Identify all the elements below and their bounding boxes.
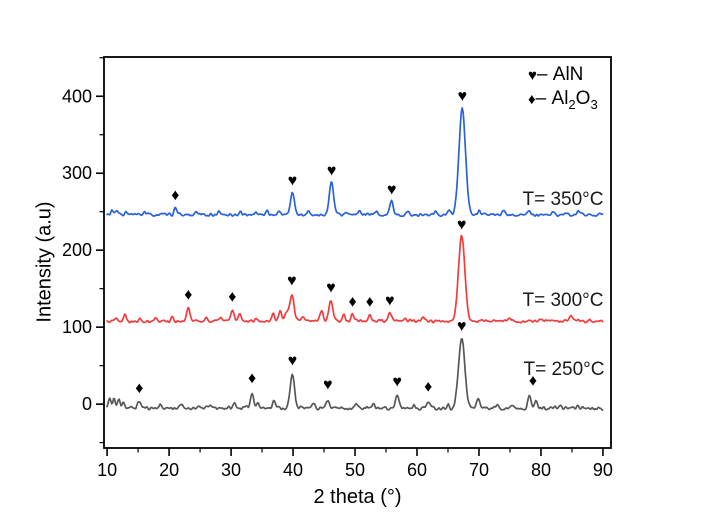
al2o3-diamond-marker: ♦	[424, 379, 432, 396]
y-tick-label: 300	[62, 163, 92, 183]
legend: ♥– AlN ♦– Al2O3	[528, 63, 598, 116]
aln-heart-marker: ♥	[457, 318, 467, 335]
aln-heart-marker: ♥	[457, 216, 467, 233]
aln-heart-marker: ♥	[287, 272, 297, 289]
x-tick-label: 60	[407, 460, 427, 480]
trace-350	[106, 107, 604, 218]
x-tick-label: 80	[531, 460, 551, 480]
series-label-250: T= 250°C	[523, 359, 605, 380]
legend-item-aln: ♥– AlN	[528, 63, 598, 87]
al2o3-diamond-marker: ♦	[248, 370, 256, 387]
al2o3-diamond-marker: ♦	[228, 289, 236, 306]
y-tick-label: 0	[82, 394, 92, 414]
heart-icon: ♥	[528, 67, 537, 84]
al2o3-diamond-marker: ♦	[529, 373, 537, 390]
diamond-icon: ♦	[528, 91, 536, 108]
trace-300	[106, 234, 604, 324]
y-axis-title: Intensity (a.u)	[33, 201, 56, 323]
y-tick-label: 400	[62, 86, 92, 106]
aln-heart-marker: ♥	[387, 182, 397, 199]
al2o3-diamond-marker: ♦	[184, 286, 192, 303]
aln-heart-marker: ♥	[327, 162, 337, 179]
aln-heart-marker: ♥	[385, 292, 395, 309]
al2o3-diamond-marker: ♦	[366, 293, 374, 310]
al2o3-diamond-marker: ♦	[348, 293, 356, 310]
x-tick-label: 10	[97, 460, 117, 480]
x-tick-label: 30	[221, 460, 241, 480]
legend-label-aln: AlN	[552, 64, 584, 85]
x-axis-title: 2 theta (°)	[313, 486, 402, 508]
legend-dash: –	[535, 88, 547, 109]
aln-heart-marker: ♥	[288, 353, 298, 370]
aln-heart-marker: ♥	[288, 172, 298, 189]
series-label-350: T= 350°C	[522, 189, 604, 210]
plot-border	[103, 56, 612, 449]
aln-heart-marker: ♥	[392, 373, 402, 390]
x-tick-label: 90	[593, 460, 613, 480]
aln-heart-marker: ♥	[323, 376, 333, 393]
y-tick-label: 200	[62, 240, 92, 260]
aln-heart-marker: ♥	[326, 279, 336, 296]
series-label-300: T= 300°C	[522, 290, 604, 311]
aln-heart-marker: ♥	[457, 88, 467, 105]
legend-item-al2o3: ♦– Al2O3	[528, 88, 598, 112]
al2o3-diamond-marker: ♦	[171, 187, 179, 204]
legend-dash: –	[536, 64, 548, 85]
y-tick-label: 100	[62, 317, 92, 337]
trace-250	[106, 338, 604, 412]
x-tick-label: 50	[345, 460, 365, 480]
al2o3-diamond-marker: ♦	[135, 380, 143, 397]
x-tick-label: 70	[469, 460, 489, 480]
x-tick-label: 40	[283, 460, 303, 480]
x-tick-label: 20	[159, 460, 179, 480]
